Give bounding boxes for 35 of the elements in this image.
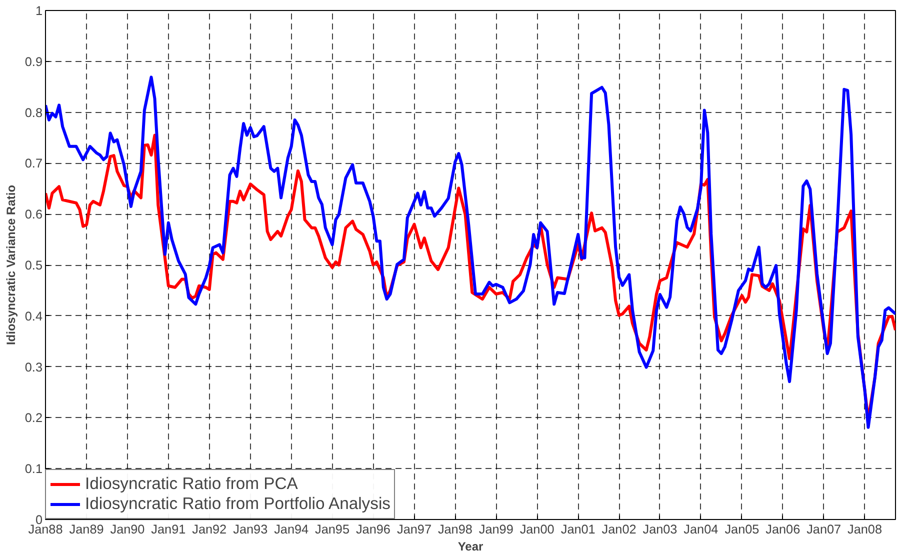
y-tick-label: 0.3 xyxy=(24,360,43,374)
y-tick-label: 0.2 xyxy=(24,411,43,426)
x-tick-label: Jan00 xyxy=(520,522,554,536)
x-tick-label: Jan05 xyxy=(724,522,760,536)
x-tick-label: Jan99 xyxy=(478,522,514,536)
y-tick-label: 0.6 xyxy=(24,208,43,222)
x-tick-label: Jan89 xyxy=(69,522,104,536)
x-axis-title: Year xyxy=(458,540,484,554)
legend-label: Idiosyncratic Ratio from PCA xyxy=(85,474,298,494)
y-axis-title: Idiosyncratic Variance Ratio xyxy=(4,184,18,346)
x-tick-label: Jan90 xyxy=(110,522,145,536)
x-tick-label: Jan95 xyxy=(315,522,350,536)
y-tick-label: 0.8 xyxy=(24,106,43,120)
x-tick-label: Jan02 xyxy=(602,522,636,536)
y-tick-label: 0.4 xyxy=(24,309,43,324)
y-tick-label: 0.7 xyxy=(24,156,43,171)
x-tick-label: Jan94 xyxy=(274,522,309,536)
x-tick-label: Jan91 xyxy=(151,522,186,536)
x-tick-label: Jan01 xyxy=(560,522,596,536)
y-tick-label: 0.5 xyxy=(24,258,43,272)
x-tick-label: Jan03 xyxy=(642,522,678,536)
legend-label: Idiosyncratic Ratio from Portfolio Analysis xyxy=(85,494,390,514)
x-tick-label: Jan96 xyxy=(356,522,390,536)
x-tick-label: Jan93 xyxy=(233,522,268,536)
y-tick-label: 1 xyxy=(35,4,43,18)
x-tick-label: Jan06 xyxy=(766,522,800,536)
line-series xyxy=(46,76,896,429)
y-tick-label: 0.1 xyxy=(24,462,43,476)
x-tick-label: Jan07 xyxy=(806,522,842,536)
x-tick-label: Jan04 xyxy=(684,522,718,536)
x-tick-label: Jan92 xyxy=(192,522,227,536)
x-tick-label: Jan97 xyxy=(397,522,432,536)
x-tick-label: Jan98 xyxy=(438,522,472,536)
y-tick-label: 0.9 xyxy=(24,54,43,69)
x-tick-label: Jan08 xyxy=(848,522,882,536)
